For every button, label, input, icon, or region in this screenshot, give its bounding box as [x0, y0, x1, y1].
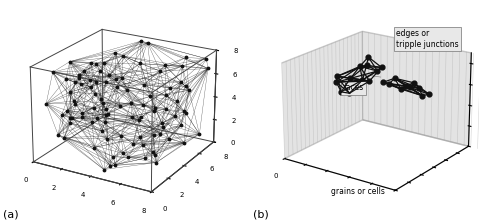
Text: faces: faces	[344, 83, 364, 92]
Text: (a): (a)	[2, 209, 18, 219]
Text: (b): (b)	[252, 209, 268, 219]
Text: edges or
tripple junctions: edges or tripple junctions	[396, 30, 458, 49]
Text: grains or cells: grains or cells	[332, 187, 386, 196]
